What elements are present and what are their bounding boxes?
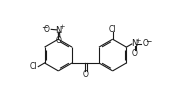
Text: O: O bbox=[44, 25, 50, 34]
Text: N: N bbox=[55, 26, 61, 35]
Text: +: + bbox=[59, 24, 64, 30]
Text: +: + bbox=[135, 38, 141, 44]
Text: N: N bbox=[131, 39, 138, 48]
Text: −: − bbox=[42, 23, 48, 32]
Text: O: O bbox=[83, 70, 89, 79]
Text: O: O bbox=[143, 39, 149, 48]
Text: −: − bbox=[145, 37, 151, 46]
Text: Cl: Cl bbox=[109, 25, 116, 34]
Text: O: O bbox=[132, 49, 138, 58]
Text: O: O bbox=[56, 36, 62, 45]
Text: Cl: Cl bbox=[30, 62, 37, 71]
